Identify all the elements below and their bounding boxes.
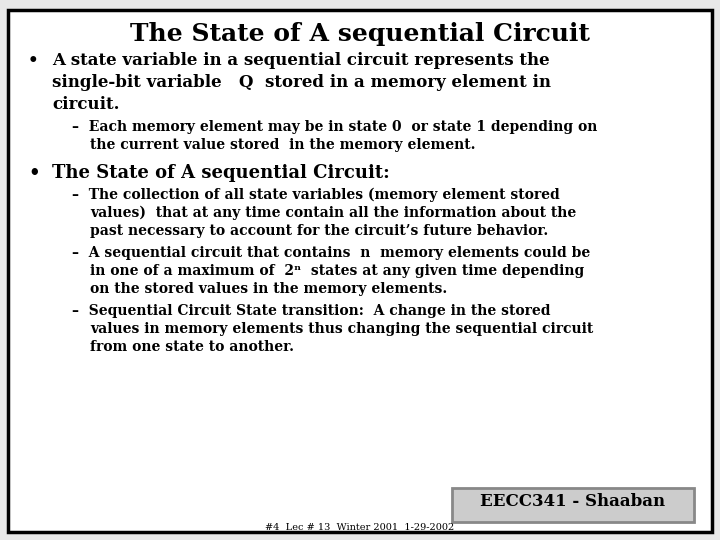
- Text: •: •: [28, 164, 40, 182]
- Text: EECC341 - Shaaban: EECC341 - Shaaban: [480, 494, 665, 510]
- Text: A state variable in a sequential circuit represents the: A state variable in a sequential circuit…: [52, 52, 549, 69]
- Text: The State of A sequential Circuit:: The State of A sequential Circuit:: [52, 164, 390, 182]
- Text: circuit.: circuit.: [52, 96, 120, 113]
- Text: from one state to another.: from one state to another.: [90, 340, 294, 354]
- Text: in one of a maximum of  2ⁿ  states at any given time depending: in one of a maximum of 2ⁿ states at any …: [90, 264, 584, 278]
- Text: –  Each memory element may be in state 0  or state 1 depending on: – Each memory element may be in state 0 …: [72, 120, 598, 134]
- Text: –  Sequential Circuit State transition:  A change in the stored: – Sequential Circuit State transition: A…: [72, 304, 551, 318]
- Text: the current value stored  in the memory element.: the current value stored in the memory e…: [90, 138, 475, 152]
- Text: –  The collection of all state variables (memory element stored: – The collection of all state variables …: [72, 188, 559, 202]
- Text: single-bit variable   Q  stored in a memory element in: single-bit variable Q stored in a memory…: [52, 74, 551, 91]
- FancyBboxPatch shape: [452, 488, 694, 522]
- Text: values)  that at any time contain all the information about the: values) that at any time contain all the…: [90, 206, 576, 220]
- Text: –  A sequential circuit that contains  n  memory elements could be: – A sequential circuit that contains n m…: [72, 246, 590, 260]
- Text: The State of A sequential Circuit: The State of A sequential Circuit: [130, 22, 590, 46]
- Text: #4  Lec # 13  Winter 2001  1-29-2002: #4 Lec # 13 Winter 2001 1-29-2002: [266, 523, 454, 532]
- Text: •: •: [28, 52, 39, 69]
- FancyBboxPatch shape: [8, 10, 712, 532]
- Text: values in memory elements thus changing the sequential circuit: values in memory elements thus changing …: [90, 322, 593, 336]
- Text: past necessary to account for the circuit’s future behavior.: past necessary to account for the circui…: [90, 224, 548, 238]
- Text: on the stored values in the memory elements.: on the stored values in the memory eleme…: [90, 282, 447, 296]
